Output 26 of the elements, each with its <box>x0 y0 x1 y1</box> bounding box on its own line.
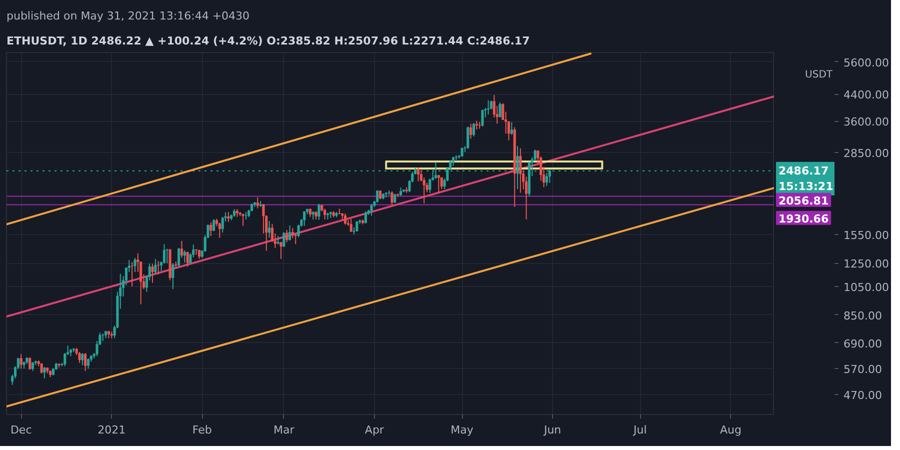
y-tick-label: 850.00 <box>844 309 882 322</box>
x-tick-label: May <box>450 424 474 436</box>
y-axis-title: USDT <box>805 70 834 80</box>
legend-label: 1930.66 <box>778 212 829 226</box>
y-tick-label: 1250.00 <box>844 258 889 271</box>
x-tick-label: Aug <box>720 424 742 436</box>
ref-line-label: 2056.81 <box>778 194 829 208</box>
y-tick-label: 470.00 <box>844 389 882 402</box>
y-tick-label: 690.00 <box>844 337 882 350</box>
x-tick-label: Jul <box>632 424 647 436</box>
y-tick-label: 4400.00 <box>844 88 889 102</box>
y-tick-label: 1050.00 <box>844 281 889 294</box>
ref-line-label: 2486.17 15:13:21 <box>778 164 834 193</box>
x-tick-label: Feb <box>192 424 212 436</box>
x-tick-label: 2021 <box>98 424 126 436</box>
chart-subtitle: ETHUSDT, 1D 2486.22 ▲ +100.24 (+4.2%) O:2385.82 H:2507.96 L:2271.44 C:2486.17 <box>6 34 530 48</box>
y-tick-label: 570.00 <box>844 363 882 376</box>
x-tick-label: Apr <box>364 424 384 436</box>
x-tick-label: Dec <box>10 424 32 436</box>
y-tick-label: 2850.00 <box>844 146 889 160</box>
chart-title: published on May 31, 2021 13:16:44 +0430 <box>6 10 250 22</box>
y-tick-label: 1550.00 <box>844 228 889 242</box>
x-tick-label: Mar <box>274 424 295 436</box>
y-tick-label: 5600.00 <box>844 56 889 70</box>
y-tick-label: 3600.00 <box>844 116 889 129</box>
x-tick-label: Jun <box>542 424 562 436</box>
